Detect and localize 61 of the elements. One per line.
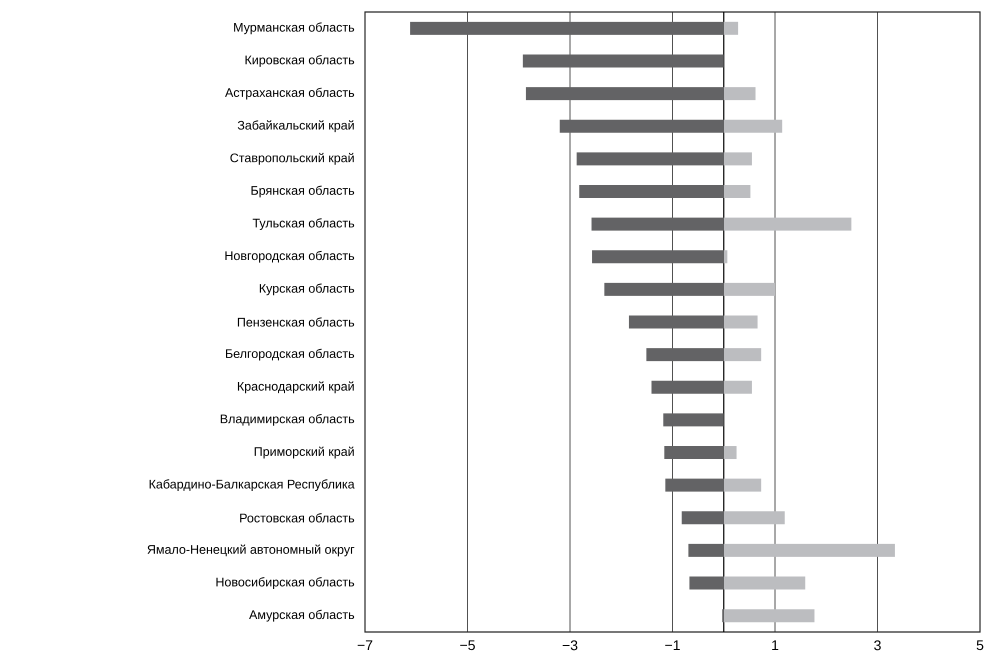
bar (724, 511, 785, 524)
bar (522, 54, 724, 68)
bar (724, 22, 738, 35)
y-tick-label: Тульская область (252, 218, 354, 230)
y-tick-label: Ростовская область (240, 513, 354, 522)
bar (724, 609, 814, 622)
y-tick-label: Пензенская область (238, 317, 354, 327)
x-tick-label: −5 (460, 640, 475, 650)
bar (663, 413, 724, 426)
bar (664, 446, 724, 460)
bar (560, 120, 724, 133)
y-tick-label: Новосибирская область (216, 577, 354, 589)
bar (724, 544, 895, 557)
bar (579, 184, 724, 198)
bar (592, 218, 724, 231)
bar (604, 282, 724, 296)
x-tick-label: −7 (358, 640, 372, 650)
bar (724, 348, 762, 362)
bar (724, 380, 752, 394)
bar (646, 348, 724, 362)
y-tick-label: Краснодарский край (238, 381, 354, 394)
x-tick-label: −1 (665, 640, 680, 650)
y-tick-label: Брянская область (252, 186, 354, 198)
bar (724, 152, 752, 166)
bar (689, 576, 724, 590)
bar (651, 380, 724, 394)
bar (724, 218, 852, 231)
x-tick-label: −3 (562, 640, 578, 650)
y-tick-label: Ставропольский край (230, 152, 354, 165)
y-tick-label: Амурская область (249, 610, 354, 622)
bar (682, 511, 724, 524)
bar (724, 282, 776, 296)
bar (724, 184, 750, 198)
bar (665, 478, 724, 492)
y-tick-label: Курская область (260, 283, 354, 296)
y-tick-label: Владимирская область (220, 414, 354, 426)
y-tick-label: Забайкальский край (238, 120, 354, 132)
bar (576, 152, 724, 166)
bar (724, 250, 728, 264)
bar (724, 446, 737, 460)
y-tick-label: Белгородская область (226, 348, 354, 361)
y-tick-label: Приморский край (254, 446, 354, 458)
bar (592, 250, 724, 264)
x-tick-label: 1 (772, 640, 778, 650)
y-tick-label: Кировская область (246, 55, 354, 67)
bar (724, 576, 806, 590)
y-tick-label: Новгородская область (225, 250, 354, 263)
bar (724, 478, 762, 492)
y-tick-label: Мурманская область (234, 22, 354, 34)
y-tick-label: Астраханская область (225, 88, 354, 100)
y-tick-label: Ямало-Ненецкий автономный округ (148, 544, 354, 556)
bar (526, 87, 724, 100)
bar (410, 22, 724, 35)
bar (724, 120, 782, 133)
bar (628, 316, 724, 329)
y-tick-label: Кабардино-Балкарская Республика (150, 479, 355, 492)
x-tick-label: 5 (976, 640, 984, 650)
bar (724, 316, 758, 329)
x-tick-label: 3 (874, 640, 881, 650)
bar (688, 544, 724, 557)
bar (724, 87, 756, 100)
